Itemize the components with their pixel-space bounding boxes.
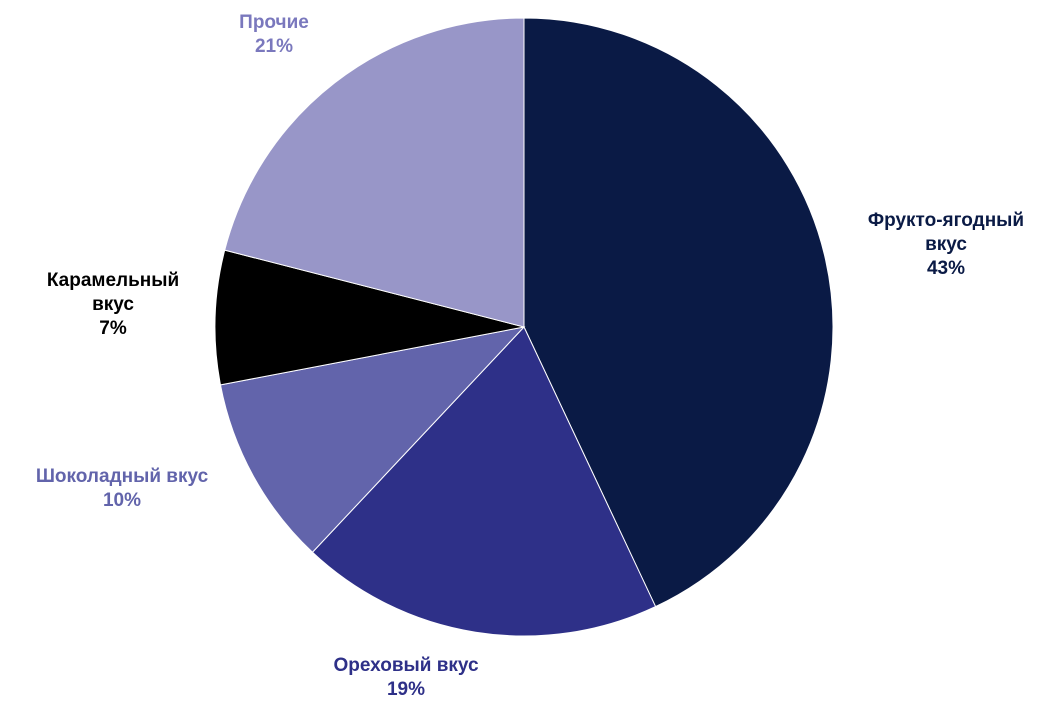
slice-value-label: 19% bbox=[387, 679, 425, 700]
slice-name-label: вкус bbox=[92, 294, 134, 315]
slice-name-label: Шоколадный вкус bbox=[36, 466, 209, 487]
slice-value-label: 43% bbox=[927, 258, 965, 279]
pie-slice bbox=[224, 17, 525, 328]
slice-name-label: Карамельный bbox=[47, 270, 179, 291]
slice-name-label: Ореховый вкус bbox=[333, 655, 479, 676]
slice-value-label: 7% bbox=[99, 318, 127, 339]
slice-name-label: Фрукто-ягодный bbox=[868, 210, 1024, 231]
slice-value-label: 10% bbox=[103, 490, 141, 511]
pie-slice bbox=[311, 326, 657, 637]
slice-name-label: вкус bbox=[925, 234, 967, 255]
pie-slice bbox=[219, 326, 526, 553]
slice-name-label: Прочие bbox=[239, 12, 309, 33]
pie-labels: Фрукто-ягодный вкус 43% Ореховый вкус 19% Шок… bbox=[36, 12, 1024, 700]
slice-value-label: 21% bbox=[255, 36, 293, 57]
pie-slice bbox=[523, 17, 834, 608]
pie-slice bbox=[214, 249, 525, 386]
pie-slices bbox=[214, 17, 834, 637]
